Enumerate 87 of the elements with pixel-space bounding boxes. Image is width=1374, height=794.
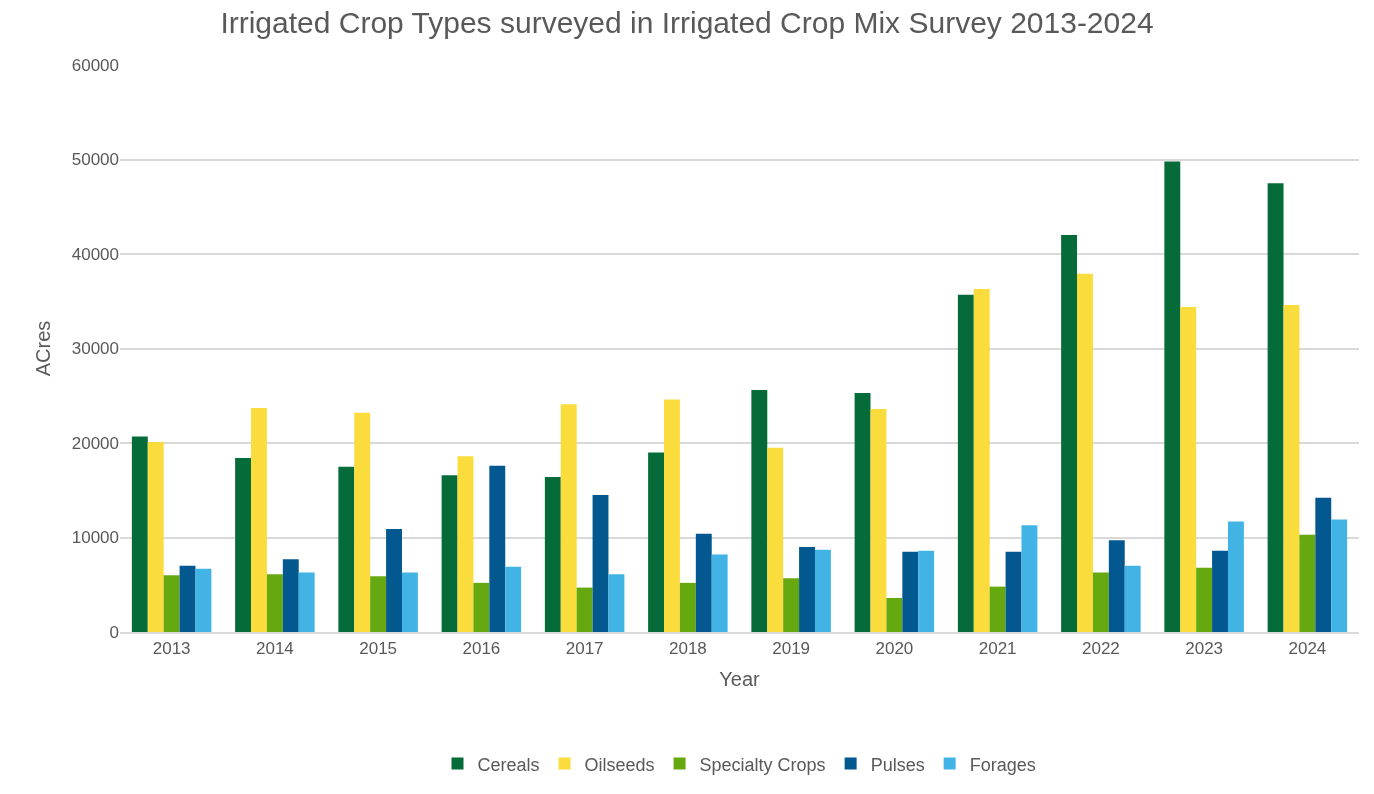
x-tick-label: 2013 [152,639,191,659]
bar [1227,521,1244,632]
y-axis-title: ACres [32,320,55,377]
bar [1164,161,1181,632]
bar [1092,572,1109,632]
bar [251,408,267,632]
bar [1061,235,1078,632]
bar [147,442,164,632]
legend-label: Oilseeds [584,754,655,775]
bar [1005,551,1022,632]
bar [544,477,561,632]
bar [1267,183,1284,632]
bar [664,399,680,632]
bar [1315,497,1332,632]
x-tick-label: 2019 [772,639,811,659]
bar [814,549,831,632]
y-tick-label: 40000 [71,244,119,264]
y-tick-label: 60000 [71,55,119,75]
bar [679,582,696,632]
x-axis-title: Year [719,668,761,691]
bar [1331,519,1348,632]
chart-title: Irrigated Crop Types surveyed in Irrigated Crop Mix Survey 2013-2024 [220,5,1154,39]
bar [195,568,212,632]
bar [870,408,887,632]
y-tick-label: 30000 [71,339,119,359]
bar [1196,567,1213,632]
y-tick-label: 50000 [71,150,119,170]
bar [648,452,665,632]
bar [918,550,935,632]
bar [1180,306,1197,632]
bar [751,390,768,632]
bar [1299,534,1316,632]
bar [1212,550,1228,632]
bar [370,576,387,632]
bar [1077,273,1093,632]
bar [163,575,180,632]
x-tick-label: 2015 [359,639,398,659]
x-tick-label: 2022 [1081,639,1120,659]
bar [592,494,609,632]
bar [338,466,355,632]
x-tick-label: 2016 [462,639,501,659]
bar [298,572,315,632]
x-tick-label: 2017 [565,639,604,659]
bar [1283,305,1300,632]
x-tick-label: 2021 [978,639,1017,659]
bar [505,566,522,632]
bar [767,447,784,632]
bar [560,404,577,632]
legend-label: Forages [969,754,1036,775]
bar [973,288,990,632]
bar [354,412,371,632]
x-tick-label: 2024 [1288,639,1327,659]
bar [457,456,474,632]
x-tick-label: 2014 [255,639,294,659]
bar [989,586,1006,632]
bar [266,574,283,632]
bar [473,582,490,632]
x-tick-label: 2018 [668,639,707,659]
bar [799,546,815,632]
legend-label: Cereals [477,754,540,775]
bar [441,475,458,632]
y-tick-label: 10000 [71,528,119,548]
bar [1021,525,1038,632]
bar [854,392,871,632]
bar [489,465,506,632]
bar [401,572,418,632]
bar [1108,540,1125,632]
bar [386,529,402,632]
x-tick-label: 2020 [875,639,914,659]
y-tick-label: 0 [109,622,119,642]
bar [711,554,728,632]
bar [886,597,903,632]
bar [608,574,625,632]
bar [1124,565,1141,632]
bar [957,294,974,632]
bar [235,458,252,632]
bar [282,559,299,632]
bar [783,578,800,632]
bar [902,551,919,632]
bar [179,565,196,632]
x-tick-label: 2023 [1185,639,1224,659]
y-tick-label: 20000 [71,433,119,453]
legend-label: Specialty Crops [699,754,826,775]
legend-label: Pulses [870,754,925,775]
bar [131,436,148,632]
bar [695,533,712,632]
bar [576,587,593,632]
